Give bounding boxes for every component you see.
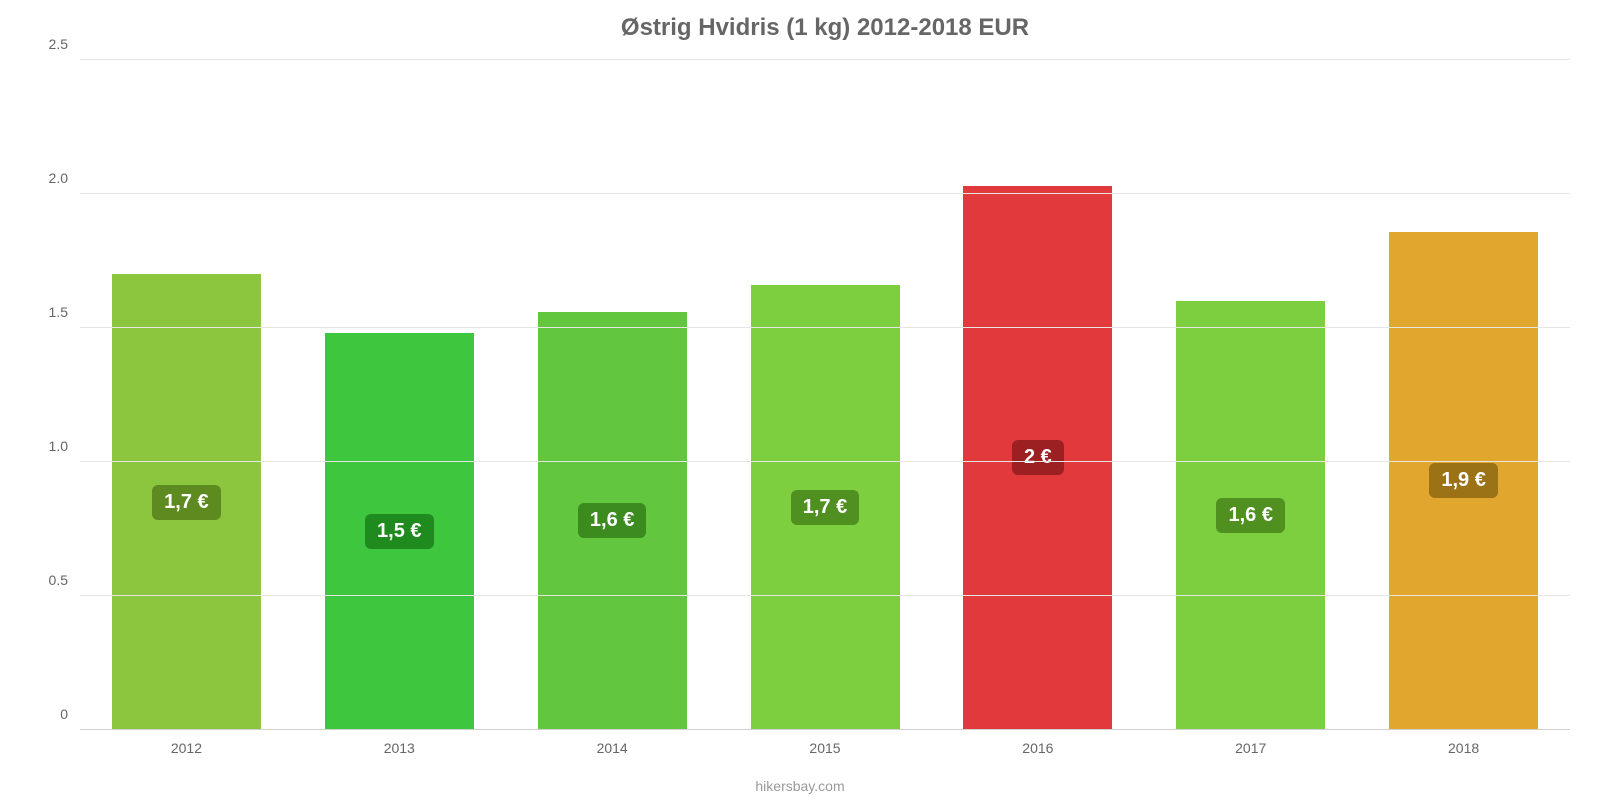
x-tick-label: 2014 — [506, 740, 719, 756]
bar: 1,9 € — [1389, 232, 1538, 730]
bar: 2 € — [963, 186, 1112, 730]
y-tick-label: 2.5 — [49, 36, 80, 52]
bar-value-label: 1,6 € — [578, 503, 646, 538]
bars-group: 1,7 € 1,5 € 1,6 € 1,7 € 2 € 1,6 € 1,9 € — [80, 60, 1570, 730]
chart-source: hikersbay.com — [0, 778, 1600, 794]
chart-title: Østrig Hvidris (1 kg) 2012-2018 EUR — [80, 14, 1570, 42]
y-tick-label: 0.5 — [49, 572, 80, 588]
bar-slot: 1,6 € — [1144, 60, 1357, 730]
gridline — [80, 327, 1570, 328]
bar-slot: 1,6 € — [506, 60, 719, 730]
bar: 1,6 € — [1176, 301, 1325, 730]
y-tick-label: 1.0 — [49, 438, 80, 454]
gridline — [80, 193, 1570, 194]
chart-container: Østrig Hvidris (1 kg) 2012-2018 EUR 1,7 … — [0, 0, 1600, 800]
plot-area: 1,7 €1,5 €1,6 €1,7 €2 €1,6 €1,9 € 00.51.… — [80, 60, 1570, 730]
gridline — [80, 59, 1570, 60]
x-axis: 2012201320142015201620172018 — [80, 740, 1570, 756]
gridline — [80, 461, 1570, 462]
bar-value-label: 2 € — [1012, 440, 1064, 475]
bar-slot: 1,7 € — [719, 60, 932, 730]
bar-slot: 1,5 € — [293, 60, 506, 730]
plot-region: 1,7 €1,5 €1,6 €1,7 €2 €1,6 €1,9 € 00.51.… — [80, 60, 1570, 730]
x-tick-label: 2016 — [931, 740, 1144, 756]
bar: 1,5 € — [325, 333, 474, 730]
x-tick-label: 2018 — [1357, 740, 1570, 756]
gridline — [80, 595, 1570, 596]
bar-slot: 1,7 € — [80, 60, 293, 730]
y-tick-label: 0 — [60, 706, 80, 722]
bar: 1,7 € — [112, 274, 261, 730]
x-tick-label: 2013 — [293, 740, 506, 756]
x-tick-label: 2012 — [80, 740, 293, 756]
bar: 1,7 € — [751, 285, 900, 730]
x-tick-label: 2017 — [1144, 740, 1357, 756]
bar-value-label: 1,7 € — [152, 485, 220, 520]
y-tick-label: 2.0 — [49, 170, 80, 186]
bar-value-label: 1,7 € — [791, 490, 859, 525]
bar-value-label: 1,5 € — [365, 514, 433, 549]
bar-slot: 1,9 € — [1357, 60, 1570, 730]
y-tick-label: 1.5 — [49, 304, 80, 320]
x-tick-label: 2015 — [719, 740, 932, 756]
bar-value-label: 1,9 € — [1429, 463, 1497, 498]
bar-value-label: 1,6 € — [1216, 498, 1284, 533]
bar: 1,6 € — [538, 312, 687, 730]
bar-slot: 2 € — [931, 60, 1144, 730]
baseline — [80, 729, 1570, 730]
